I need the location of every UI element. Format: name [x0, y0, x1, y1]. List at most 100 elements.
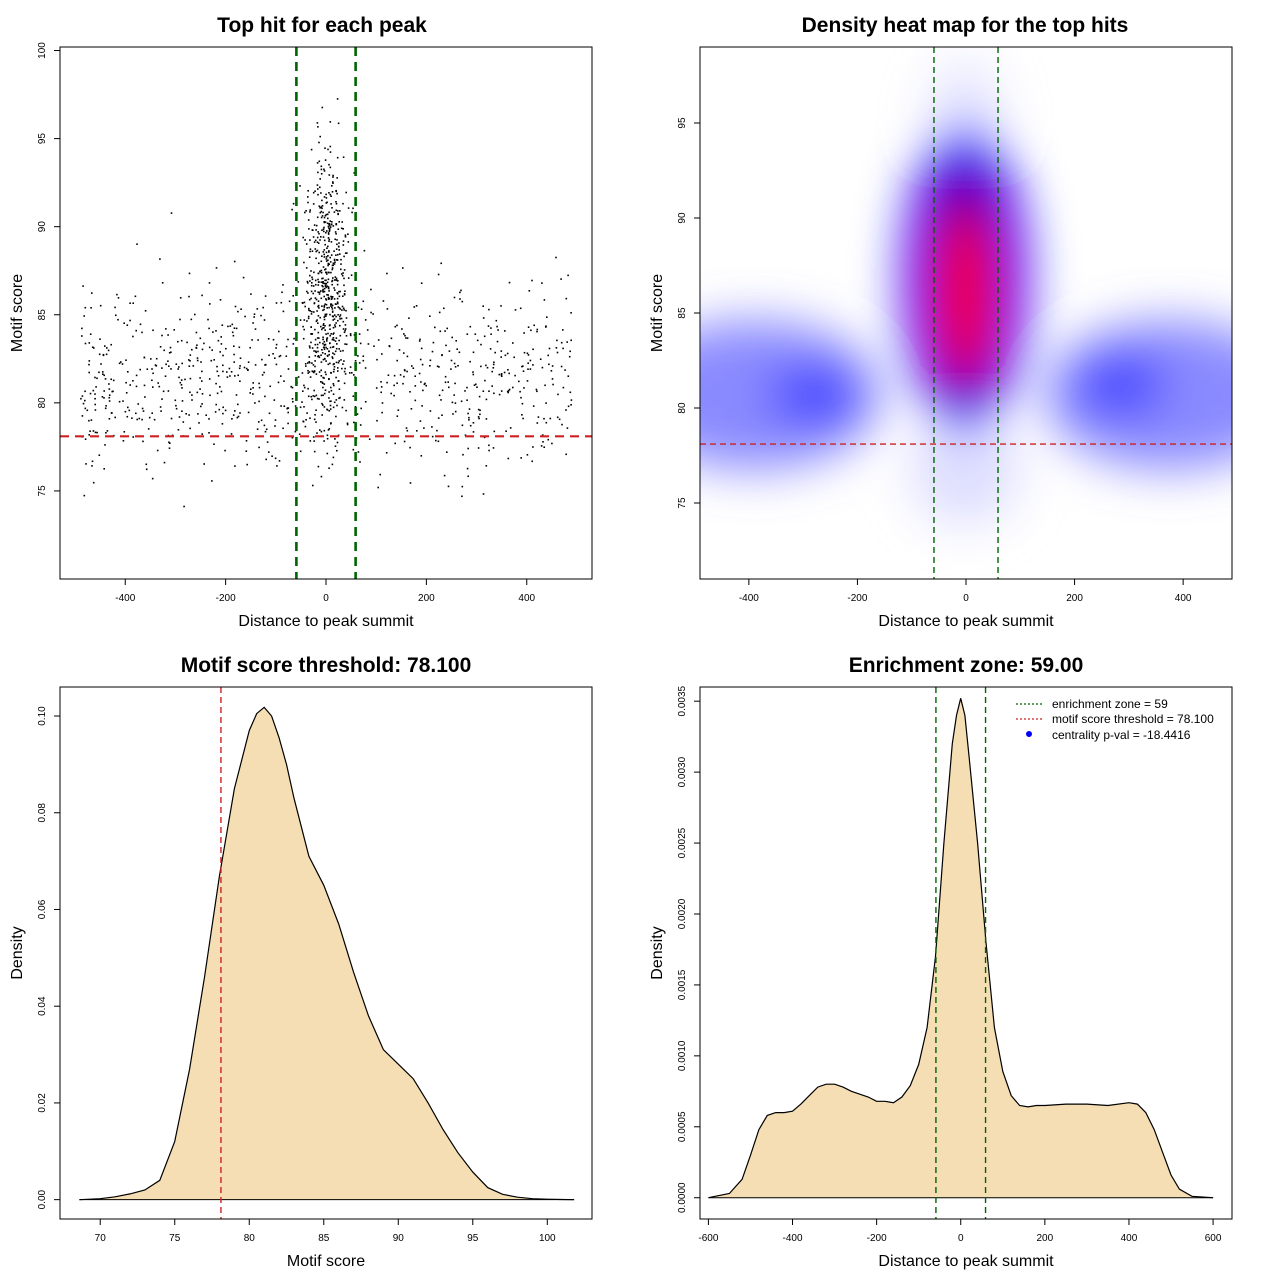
- scatter-point: [325, 303, 328, 306]
- scatter-point: [446, 327, 448, 330]
- scatter-point: [332, 370, 335, 373]
- scatter-point: [326, 281, 329, 284]
- scatter-point: [320, 475, 323, 478]
- scatter-point: [325, 258, 328, 260]
- scatter-point: [530, 329, 532, 332]
- scatter-point: [230, 371, 233, 373]
- scatter-point: [403, 440, 406, 443]
- scatter-point: [500, 390, 503, 392]
- scatter-point: [91, 346, 94, 348]
- scatter-point: [151, 477, 154, 480]
- scatter-point: [512, 342, 514, 344]
- scatter-point: [90, 419, 93, 421]
- scatter-point: [335, 254, 337, 256]
- scatter-point: [145, 463, 148, 466]
- scatter-point: [213, 443, 215, 445]
- scatter-point: [222, 364, 224, 367]
- scatter-point: [328, 224, 331, 227]
- scatter-point: [505, 430, 507, 432]
- scatter-point: [148, 416, 151, 419]
- scatter-point: [103, 390, 105, 392]
- scatter-point: [261, 374, 264, 376]
- scatter-point: [310, 270, 312, 272]
- scatter-point: [328, 378, 330, 380]
- scatter-point: [324, 315, 326, 317]
- scatter-point: [305, 365, 307, 367]
- scatter-point: [322, 211, 324, 214]
- scatter-point: [258, 386, 261, 389]
- scatter-point: [310, 290, 313, 293]
- scatter-point: [233, 361, 235, 363]
- scatter-point: [328, 251, 330, 253]
- scatter-point: [198, 422, 200, 424]
- scatter-point: [323, 318, 326, 321]
- scatter-point: [364, 319, 367, 321]
- scatter-point: [346, 422, 349, 425]
- scatter-point: [406, 429, 409, 432]
- scatter-point: [476, 339, 479, 342]
- scatter-point: [155, 365, 158, 367]
- scatter-point: [334, 307, 336, 309]
- scatter-point: [318, 398, 320, 400]
- scatter-point: [460, 400, 463, 403]
- scatter-point: [482, 317, 485, 319]
- scatter-point: [319, 341, 321, 344]
- distance-density-xtick-label: -400: [783, 1233, 803, 1244]
- scatter-point: [544, 384, 546, 387]
- scatter-point: [316, 432, 318, 434]
- scatter-point: [161, 334, 163, 337]
- distance-density-xtick-label: 200: [1037, 1233, 1054, 1244]
- scatter-point: [422, 389, 424, 392]
- scatter-point: [325, 260, 328, 262]
- scatter-point: [532, 364, 534, 366]
- scatter-point: [420, 381, 422, 383]
- scatter-point: [309, 209, 311, 211]
- scatter-point: [317, 304, 320, 307]
- scatter-point: [258, 382, 260, 385]
- scatter-point: [328, 271, 330, 274]
- scatter-point: [234, 305, 237, 308]
- scatter-point: [141, 331, 143, 334]
- scatter-point: [323, 346, 325, 349]
- scatter-point: [334, 445, 337, 447]
- scatter-point: [225, 347, 227, 350]
- scatter-point: [338, 397, 340, 400]
- scatter-point: [323, 290, 326, 293]
- scatter-point: [229, 375, 231, 377]
- scatter-point: [179, 318, 181, 321]
- scatter-point: [337, 122, 340, 125]
- scatter-point: [208, 282, 211, 284]
- scatter-point: [155, 357, 158, 360]
- scatter-point: [272, 353, 274, 355]
- scatter-point: [323, 249, 326, 251]
- scatter-point: [104, 378, 107, 380]
- scatter-point: [103, 468, 105, 470]
- scatter-point: [218, 408, 221, 411]
- scatter-point: [106, 347, 108, 349]
- scatter-point: [114, 416, 116, 419]
- scatter-point: [532, 348, 534, 351]
- scatter-point: [164, 375, 167, 377]
- scatter-point: [332, 315, 335, 318]
- scatter-point: [340, 227, 343, 230]
- scatter-point: [325, 333, 327, 335]
- scatter-point: [320, 236, 322, 238]
- scatter-point: [528, 290, 531, 292]
- scatter-point: [338, 249, 340, 251]
- scatter-point: [273, 399, 276, 401]
- scatter-point: [180, 339, 183, 342]
- scatter-point: [94, 397, 96, 400]
- scatter-point: [432, 341, 435, 344]
- scatter-point: [264, 430, 267, 433]
- distance-density-legend: enrichment zone = 59 motif score thresho…: [1016, 697, 1214, 742]
- scatter-point: [199, 377, 201, 379]
- scatter-point: [247, 411, 250, 414]
- scatter-point: [324, 284, 327, 286]
- scatter-point: [188, 359, 190, 361]
- scatter-point: [125, 392, 128, 394]
- scatter-point: [252, 382, 254, 384]
- scatter-point: [316, 249, 319, 252]
- scatter-point: [209, 394, 211, 397]
- scatter-point: [318, 307, 320, 309]
